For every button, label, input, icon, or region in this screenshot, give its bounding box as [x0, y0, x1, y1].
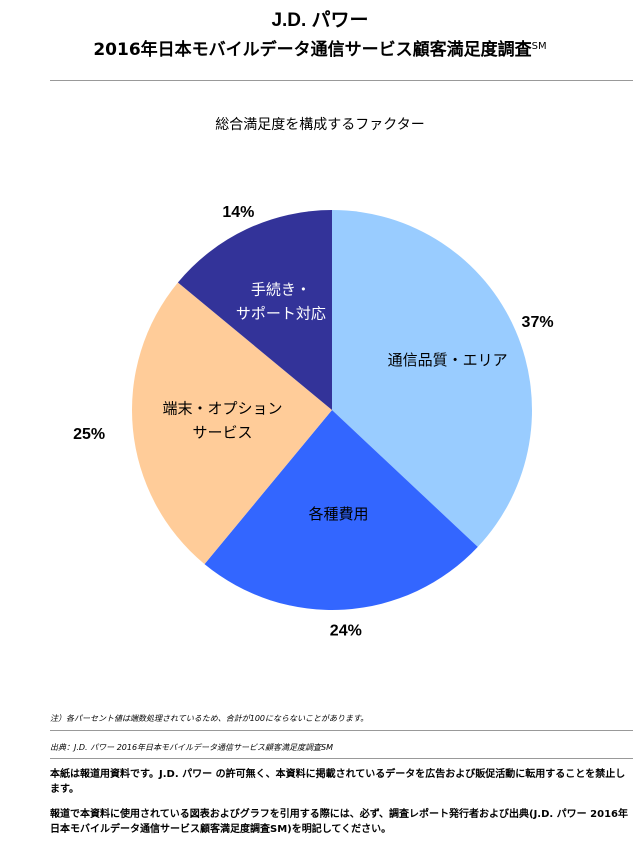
- pie-slice-2: [204, 410, 478, 610]
- pie-slice-4: [177, 210, 332, 410]
- slice-label-2: 各種費用: [309, 505, 369, 523]
- page-header: J.D. パワー 2016年日本モバイルデータ通信サービス顧客満足度調査SM: [0, 8, 640, 63]
- pie-chart: 通信品質・エリア 37% 各種費用 24% 端末・オプションサービス 25% 手続き・サポー…: [73, 204, 554, 640]
- header-title: J.D. パワー: [271, 10, 369, 31]
- note-divider: [50, 730, 633, 731]
- pie-slice-3: [131, 282, 332, 565]
- pie-slice-1: [332, 210, 532, 547]
- disclaimer-paragraph-2: 報道で本資料に使用されている図表およびグラフを引用する際には、必ず、調査レポート…: [50, 809, 628, 835]
- slice-label-1: 通信品質・エリア: [388, 351, 508, 369]
- slice-percent-4: 14%: [222, 204, 254, 221]
- header-subtitle-text: 2016年日本モバイルデータ通信サービス顧客満足度調査: [93, 40, 532, 60]
- service-mark: SM: [531, 41, 547, 52]
- slice-label-4: 手続き・サポート対応: [236, 280, 326, 322]
- slice-percent-2: 24%: [330, 623, 362, 640]
- slice-label-3: 端末・オプションサービス: [162, 399, 282, 441]
- bottom-divider: [50, 758, 633, 759]
- header-subtitle: 2016年日本モバイルデータ通信サービス顧客満足度調査SM: [0, 34, 640, 63]
- rounding-note: 注）各パーセント値は端数処理されているため、合計が100にならないことがあります…: [50, 714, 369, 723]
- slice-percent-3: 25%: [73, 426, 105, 443]
- disclaimer-paragraph-1: 本紙は報道用資料です。J.D. パワー の許可無く、本資料に掲載されているデータ…: [50, 769, 626, 795]
- source-note: 出典：J.D. パワー 2016年日本モバイルデータ通信サービス顧客満足度調査S…: [50, 743, 334, 752]
- chart-title: 総合満足度を構成するファクター: [215, 117, 425, 133]
- slice-percent-1: 37%: [522, 314, 554, 331]
- header-divider: [50, 80, 633, 81]
